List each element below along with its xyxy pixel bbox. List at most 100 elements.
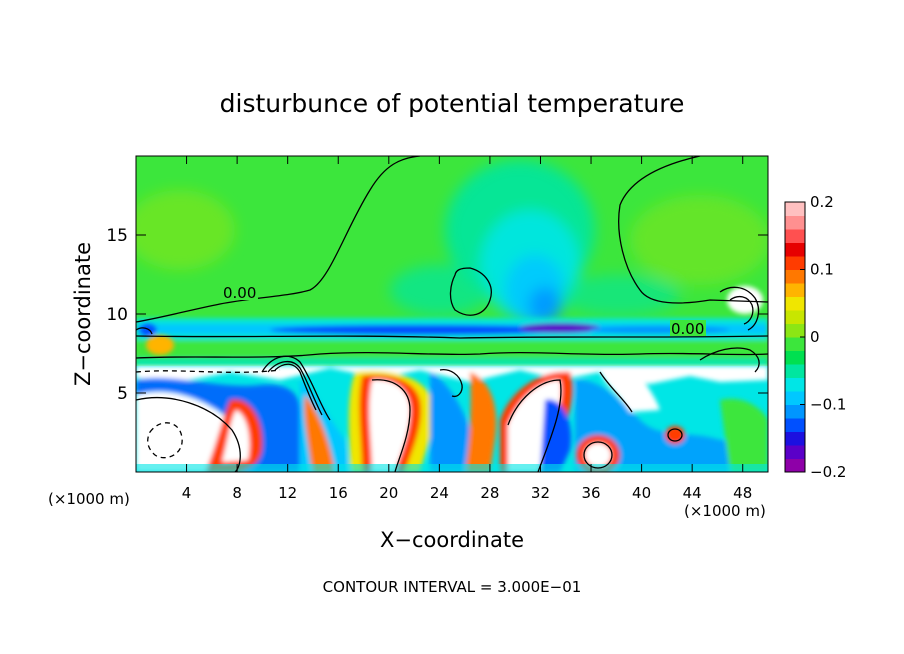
lower-contour: [274, 363, 317, 411]
contour-lines: [136, 156, 768, 472]
colorbar-tick-label: 0.1: [810, 261, 834, 279]
x-tick-label: 16: [329, 484, 348, 502]
colorbar-swatch: [785, 256, 805, 270]
tropopause-band: [136, 318, 768, 368]
field-region: [575, 379, 768, 472]
contour-interval-note: CONTOUR INTERVAL = 3.000E−01: [323, 578, 582, 596]
colorbar-swatch: [785, 418, 805, 432]
field-region: [720, 398, 768, 472]
lower-contour: [719, 286, 760, 331]
field-region: [369, 379, 410, 472]
x-tick-label: 20: [379, 484, 398, 502]
colorbar-swatch: [785, 431, 805, 446]
band-layer: [136, 340, 768, 360]
field-region: [304, 395, 335, 472]
colorbar-swatch: [785, 269, 805, 284]
field-region: [465, 372, 497, 472]
x-tick-label: 28: [480, 484, 499, 502]
x-tick-label: 44: [683, 484, 702, 502]
colorbar-swatch: [785, 215, 805, 230]
colorbar-tick-label: 0.2: [810, 193, 834, 211]
lower-contour: [136, 327, 153, 335]
lower-contour: [267, 361, 323, 416]
x-tick-label: 8: [232, 484, 242, 502]
colorbar-swatch: [785, 283, 805, 297]
x-axis-ticks: 4 8 12 16 20 24 28 32 36 40 44 48: [182, 156, 752, 502]
colorbar-swatch: [785, 202, 805, 216]
lower-layer-field: [136, 286, 768, 472]
contour-label-group: 0.00 0.00: [222, 284, 706, 338]
x-tick-label: 4: [182, 484, 192, 502]
contour-label: 0.00: [671, 320, 704, 338]
colorbar-tick-label: −0.1: [810, 396, 846, 414]
lower-contour: [371, 379, 411, 472]
colorbar-swatch: [785, 445, 805, 459]
colorbar-tick-label: −0.2: [810, 463, 846, 481]
x-tick-label: 12: [278, 484, 297, 502]
x-tick-label: 32: [531, 484, 550, 502]
colorbar-swatch: [785, 337, 805, 351]
contour-label: 0.00: [223, 284, 256, 302]
y-axis-label: Z−coordinate: [71, 242, 95, 386]
y-axis-ticks: 5 10 15: [106, 226, 768, 404]
x-tick-label: 24: [430, 484, 449, 502]
x-tick-label: 40: [632, 484, 651, 502]
x-axis-label: X−coordinate: [380, 528, 524, 552]
lower-contour: [261, 355, 331, 421]
field-region: [430, 372, 470, 472]
field-blob: [390, 265, 490, 315]
band-core: [520, 323, 600, 333]
colorbar: [785, 202, 805, 473]
contour-label-bg: [222, 284, 258, 300]
field-blob: [630, 195, 768, 285]
lower-contour: [439, 369, 463, 398]
surface-band: [136, 464, 768, 472]
lower-contour: [667, 428, 683, 442]
colorbar-swatch: [785, 364, 805, 378]
colorbar-ticks: 0.2 0.1 0 −0.1 −0.2: [800, 193, 846, 481]
band-core: [270, 325, 570, 335]
chart-title: disturbunce of potential temperature: [220, 89, 685, 118]
colorbar-swatch: [785, 350, 805, 365]
negative-contour: [147, 422, 183, 459]
white-strip: [136, 366, 768, 384]
lower-contour: [599, 371, 633, 413]
zero-contour: [136, 351, 768, 359]
band-core: [590, 326, 730, 334]
colorbar-swatch: [785, 323, 805, 338]
lower-contour: [507, 379, 562, 472]
heatmap-field: [136, 156, 768, 472]
x-tick-label: 48: [733, 484, 752, 502]
x-unit-right: (×1000 m): [684, 502, 766, 520]
band-layer: [136, 358, 768, 368]
lower-contour: [699, 347, 760, 373]
field-blob: [140, 324, 156, 336]
x-unit-left: (×1000 m): [48, 490, 130, 508]
contour-label-bg: [670, 320, 706, 336]
y-tick-label: 10: [106, 305, 128, 325]
field-blob: [560, 275, 680, 315]
field-blob: [529, 287, 561, 323]
y-tick-label: 5: [117, 384, 128, 404]
zero-contour: [136, 335, 768, 339]
field-blob: [146, 335, 174, 355]
colorbar-swatch: [785, 391, 805, 405]
field-region: [540, 399, 571, 472]
colorbar-swatch: [785, 242, 805, 257]
colorbar-swatch: [785, 229, 805, 243]
field-region: [600, 372, 660, 412]
colorbar-swatch: [785, 458, 805, 473]
colorbar-swatch: [785, 296, 805, 311]
colorbar-swatch: [785, 310, 805, 324]
colorbar-swatch: [785, 404, 805, 419]
zero-contour: [136, 156, 421, 323]
zero-contour: [449, 267, 492, 316]
colorbar-swatch: [785, 377, 805, 392]
lower-contour: [583, 441, 613, 469]
colorbar-tick-label: 0: [810, 328, 820, 346]
x-tick-label: 36: [581, 484, 600, 502]
upper-layer-blobs: [136, 160, 768, 325]
field-blob: [727, 286, 763, 314]
y-tick-label: 15: [106, 226, 128, 246]
